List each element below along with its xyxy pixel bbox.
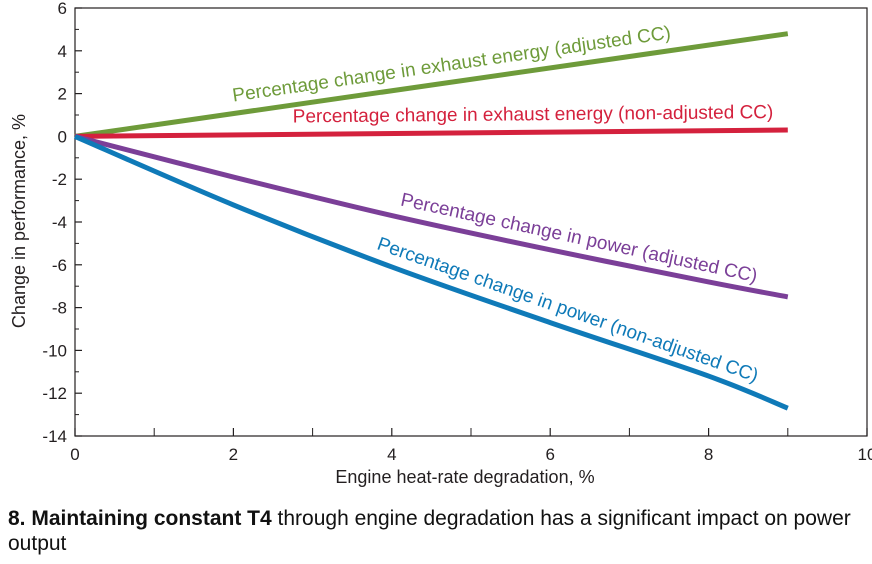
y-tick-label: 2 xyxy=(58,85,67,104)
series-layer xyxy=(74,31,789,411)
caption-text: through engine degradation has a signifi… xyxy=(8,507,851,555)
y-tick-label: -8 xyxy=(52,299,67,318)
series-label-1: Percentage change in exhaust energy (adj… xyxy=(231,23,672,107)
x-tick-label: 0 xyxy=(70,445,79,464)
y-tick-label: 0 xyxy=(58,127,67,146)
y-axis-title: Change in performance, % xyxy=(9,114,29,328)
series-line-2 xyxy=(74,127,788,139)
y-tick-label: -10 xyxy=(42,341,67,360)
series-line-4 xyxy=(74,134,789,411)
x-tick-label: 4 xyxy=(387,445,396,464)
y-tick-label: -6 xyxy=(52,256,67,275)
x-tick-label: 6 xyxy=(545,445,554,464)
y-tick-label: -2 xyxy=(52,170,67,189)
y-tick-label: -4 xyxy=(52,213,67,232)
x-tick-label: 2 xyxy=(229,445,238,464)
x-axis-title: Engine heat-rate degradation, % xyxy=(335,467,594,487)
caption-bold: 8. Maintaining constant T4 xyxy=(8,507,272,530)
y-tick-label: 4 xyxy=(58,42,67,61)
y-tick-label: -12 xyxy=(42,384,67,403)
series-label-2: Percentage change in exhaust energy (non… xyxy=(293,102,774,127)
x-tick-label: 8 xyxy=(704,445,713,464)
figure-caption: 8. Maintaining constant T4 through engin… xyxy=(8,506,868,556)
y-tick-label: -14 xyxy=(42,427,67,446)
y-tick-label: 6 xyxy=(58,0,67,18)
series-line-1 xyxy=(74,31,789,139)
series-line-3 xyxy=(74,133,789,300)
x-tick-label: 10 xyxy=(858,445,872,464)
